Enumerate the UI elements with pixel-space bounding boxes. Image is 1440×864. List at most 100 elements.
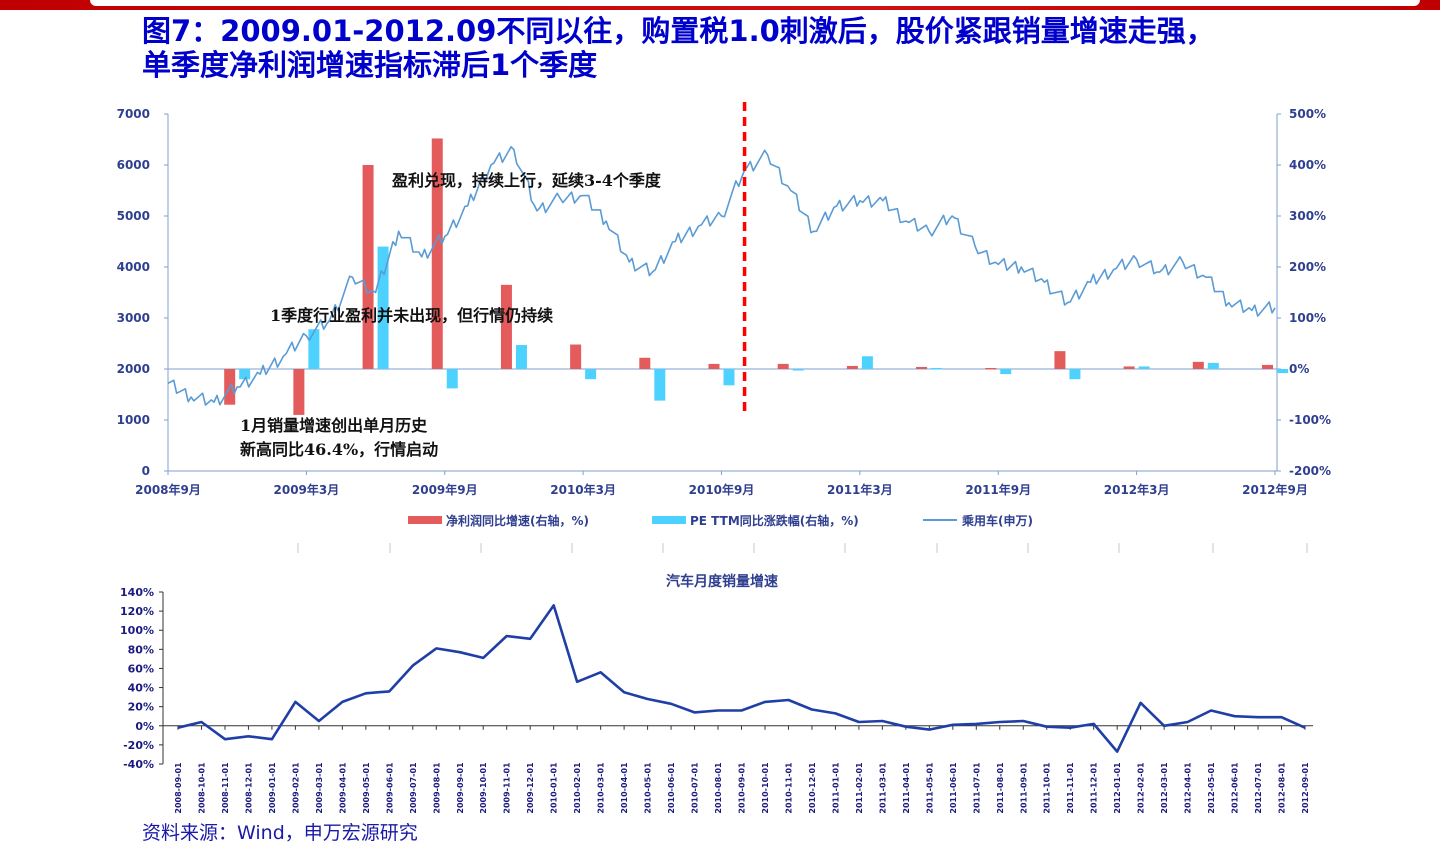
x-tick-label: 2009年3月 xyxy=(274,482,340,497)
bar-net-profit-growth xyxy=(1123,366,1135,369)
legend-label-pe-ttm: PE TTM同比涨跌幅(右轴，%) xyxy=(690,513,859,528)
sales-y-tick-label: 120% xyxy=(120,605,154,618)
bar-pe-ttm-change xyxy=(654,369,666,401)
annotation-profit-realized: 盈利兑现，持续上行，延续3-4个季度 xyxy=(391,171,662,190)
left-tick-label: 5000 xyxy=(117,209,150,223)
page-title: 图7：2009.01-2012.09不同以往，购置税1.0刺激后，股价紧跟销量增… xyxy=(142,14,1342,82)
sales-y-tick-label: 100% xyxy=(120,624,154,637)
sales-y-tick-label: 60% xyxy=(128,662,154,675)
bar-net-profit-growth xyxy=(846,365,858,369)
bar-net-profit-growth xyxy=(1192,361,1204,369)
annotation-january-sales-line2: 新高同比46.4%，行情启动 xyxy=(240,440,438,459)
sales-x-tick-label: 2008-11-01 xyxy=(221,762,230,814)
annotation-january-sales-line1: 1月销量增速创出单月历史 xyxy=(240,416,428,435)
sales-x-tick-label: 2010-07-01 xyxy=(691,762,700,814)
sales-y-tick-label: -40% xyxy=(123,758,154,771)
right-tick-label: 300% xyxy=(1289,209,1326,223)
sales-x-tick-label: 2008-09-01 xyxy=(174,762,183,814)
right-tick-label: 500% xyxy=(1289,107,1326,121)
left-tick-label: 0 xyxy=(142,464,150,478)
sales-growth-axes: -40% -20% 0% 20% 40% 60% 80% 100% 120% 140% 2008-0… xyxy=(120,586,1313,814)
sales-x-tick-label: 2011-02-01 xyxy=(855,762,864,814)
top-accent-inset xyxy=(90,0,1420,6)
bar-pe-ttm-change xyxy=(446,369,458,389)
sales-x-tick-label: 2011-08-01 xyxy=(996,762,1005,814)
page-title-line-1: 图7：2009.01-2012.09不同以往，购置税1.0刺激后，股价紧跟销量增… xyxy=(142,14,1215,48)
sales-growth-chart: 汽车月度销量增速 -40% -20% 0% 20% 40% 60% 80% 100% 120% 1… xyxy=(120,573,1313,814)
line-passenger-car-index xyxy=(167,146,1276,406)
bar-net-profit-growth xyxy=(1054,351,1066,369)
bar-pe-ttm-change xyxy=(585,369,597,380)
sales-x-tick-label: 2012-01-01 xyxy=(1113,762,1122,814)
legend-swatch-pe-ttm xyxy=(652,516,686,524)
sales-x-tick-label: 2011-07-01 xyxy=(972,762,981,814)
sales-x-tick-label: 2012-05-01 xyxy=(1207,762,1216,814)
sales-x-tick-label: 2011-06-01 xyxy=(949,762,958,814)
left-tick-label: 4000 xyxy=(117,260,150,274)
sales-y-tick-label: -20% xyxy=(123,739,154,752)
main-chart-legend: 净利润同比增速(右轴，%) PE TTM同比涨跌幅(右轴，%) 乘用车(申万) xyxy=(297,513,1308,553)
sales-x-tick-label: 2010-12-01 xyxy=(808,762,817,814)
left-tick-label: 2000 xyxy=(117,362,150,376)
sales-x-tick-label: 2008-10-01 xyxy=(197,762,206,814)
left-tick-label: 1000 xyxy=(117,413,150,427)
sales-x-tick-label: 2012-03-01 xyxy=(1160,762,1169,814)
sales-x-tick-label: 2009-09-01 xyxy=(456,762,465,814)
x-tick-label: 2010年3月 xyxy=(550,482,616,497)
sales-x-tick-label: 2011-10-01 xyxy=(1043,762,1052,814)
sales-y-tick-label: 40% xyxy=(128,682,154,695)
bar-pe-ttm-change xyxy=(1277,369,1288,374)
bar-net-profit-growth xyxy=(985,367,997,370)
line-monthly-sales-growth xyxy=(177,604,1306,753)
bar-net-profit-growth xyxy=(639,357,651,369)
bar-pe-ttm-change xyxy=(1000,369,1012,375)
x-tick-label: 2011年3月 xyxy=(827,482,893,497)
bar-pe-ttm-change xyxy=(1069,369,1081,380)
bar-pe-ttm-change xyxy=(931,367,943,370)
sales-x-tick-label: 2012-07-01 xyxy=(1254,762,1263,814)
bar-pe-ttm-change xyxy=(1138,366,1150,369)
sales-x-tick-label: 2011-05-01 xyxy=(925,762,934,814)
sales-x-tick-label: 2009-01-01 xyxy=(268,762,277,814)
sales-x-tick-label: 2009-11-01 xyxy=(503,762,512,814)
sales-y-tick-label: 0% xyxy=(135,720,154,733)
right-tick-label: 100% xyxy=(1289,311,1326,325)
sales-x-tick-label: 2011-01-01 xyxy=(831,762,840,814)
sales-x-tick-label: 2009-07-01 xyxy=(409,762,418,814)
x-tick-label: 2011年9月 xyxy=(965,482,1031,497)
sales-x-tick-label: 2011-12-01 xyxy=(1090,762,1099,814)
main-chart-axes: 0 1000 2000 3000 4000 5000 6000 7000 -200% -100% 0… xyxy=(117,107,1331,497)
bar-net-profit-growth xyxy=(916,366,928,369)
bar-net-profit-growth xyxy=(1262,364,1273,369)
x-tick-label: 2009年9月 xyxy=(412,482,478,497)
legend-label-passenger-car: 乘用车(申万) xyxy=(961,513,1033,528)
sales-growth-chart-title: 汽车月度销量增速 xyxy=(666,573,778,590)
sales-x-tick-label: 2009-12-01 xyxy=(526,762,535,814)
x-tick-label: 2008年9月 xyxy=(135,482,201,497)
sales-x-tick-label: 2009-04-01 xyxy=(338,762,347,814)
sales-x-tick-label: 2012-04-01 xyxy=(1184,762,1193,814)
sales-x-tick-label: 2010-08-01 xyxy=(714,762,723,814)
sales-x-tick-label: 2009-03-01 xyxy=(315,762,324,814)
main-chart-line xyxy=(167,146,1276,406)
sales-y-tick-label: 80% xyxy=(128,643,154,656)
sales-x-tick-label: 2010-09-01 xyxy=(738,762,747,814)
sales-x-tick-label: 2010-04-01 xyxy=(620,762,629,814)
sales-x-tick-label: 2011-09-01 xyxy=(1019,762,1028,814)
sales-x-tick-label: 2011-04-01 xyxy=(902,762,911,814)
sales-x-tick-label: 2010-03-01 xyxy=(597,762,606,814)
bar-net-profit-growth xyxy=(362,165,374,369)
bar-net-profit-growth xyxy=(777,363,789,369)
sales-x-tick-label: 2009-08-01 xyxy=(432,762,441,814)
bar-pe-ttm-change xyxy=(723,369,735,386)
bar-net-profit-growth xyxy=(500,284,512,369)
sales-x-tick-label: 2009-02-01 xyxy=(291,762,300,814)
sales-x-tick-label: 2012-02-01 xyxy=(1137,762,1146,814)
bar-pe-ttm-change xyxy=(861,356,873,369)
sales-y-tick-label: 20% xyxy=(128,701,154,714)
sales-x-tick-label: 2009-06-01 xyxy=(385,762,394,814)
right-tick-label: 0% xyxy=(1289,362,1309,376)
sales-x-tick-label: 2012-06-01 xyxy=(1231,762,1240,814)
sales-x-tick-label: 2010-05-01 xyxy=(644,762,653,814)
